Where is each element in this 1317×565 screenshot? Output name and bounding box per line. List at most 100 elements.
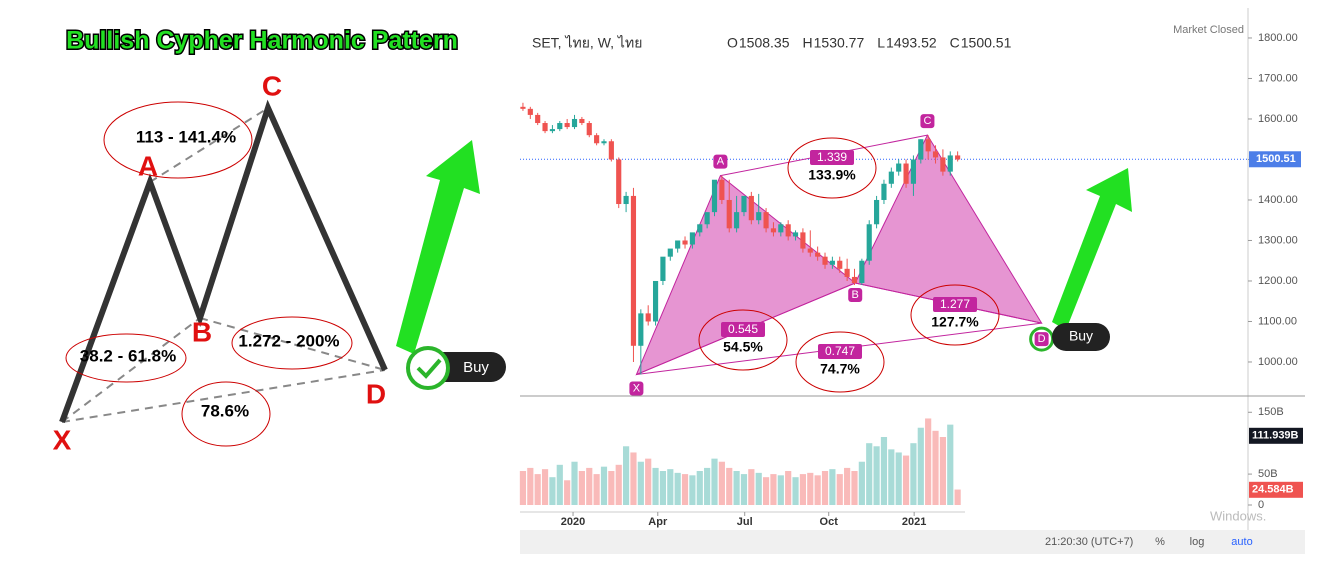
ohlc-label: L [877, 35, 885, 51]
volume-bar [844, 467, 851, 505]
candle-body [800, 232, 806, 249]
volume-bar [578, 471, 585, 505]
candle-body [586, 123, 592, 136]
candle-body [888, 171, 894, 184]
candle-body [601, 141, 607, 144]
ratio-value: 1.339 [817, 150, 847, 164]
arrow [1052, 168, 1132, 330]
x-tick-label: 2020 [561, 516, 585, 528]
point-label: X [633, 382, 641, 394]
volume-bar [910, 443, 917, 505]
volume-bar [858, 461, 865, 505]
footer-button[interactable]: % [1155, 536, 1165, 548]
volume-bar [615, 464, 622, 505]
candle-body [792, 232, 799, 237]
ohlc-label: O [727, 35, 738, 51]
volume-bar [534, 474, 541, 505]
point-label: D [366, 378, 386, 409]
volume-bar [622, 446, 630, 505]
x-tick-label: Oct [820, 516, 839, 528]
volume-bar [762, 477, 770, 505]
point-badge [920, 114, 935, 129]
ratio-percent: 54.5% [723, 339, 763, 355]
candle-body [910, 159, 917, 184]
candle-body [527, 108, 533, 115]
candle-body [851, 276, 858, 284]
volume-bar [733, 471, 740, 505]
buy-button[interactable]: Buy [406, 346, 506, 390]
volume-bar [519, 471, 527, 505]
point-badge [629, 381, 644, 396]
ratio-value: 1.277 [940, 297, 970, 311]
volume-bar [667, 469, 674, 505]
volume-bar [851, 471, 858, 505]
point-label: A [717, 156, 725, 168]
candle-body [815, 252, 821, 257]
candle-body [932, 151, 939, 158]
volume-bar [541, 469, 549, 505]
footer-button[interactable]: auto [1231, 536, 1252, 548]
ratio-ellipse [910, 284, 1000, 346]
market-status: Market Closed [1173, 24, 1244, 36]
volume-bar [681, 474, 689, 505]
ellipses [65, 101, 353, 447]
footer-button[interactable]: log [1190, 536, 1205, 548]
volume-bar [895, 452, 902, 505]
y-tick-label: 1700.00 [1258, 72, 1298, 84]
volume-bar [799, 474, 807, 505]
diagram: Bullish Cypher Harmonic Pattern X A B C … [53, 25, 506, 455]
volume-bar [836, 474, 843, 505]
candle-body [675, 240, 681, 249]
candle-body [667, 248, 673, 257]
candle-body [542, 123, 548, 132]
volume-bar [689, 475, 696, 505]
volume-badge-label: 24.584B [1252, 484, 1294, 496]
candle-body [623, 195, 629, 205]
ratio-badge [721, 322, 765, 337]
x-tick-label: Jul [737, 516, 753, 528]
volume-bar [696, 471, 703, 505]
candle-body [704, 212, 710, 225]
candle-body [571, 118, 578, 128]
volume-bar [947, 424, 954, 505]
candle-body [630, 195, 637, 346]
button-label: Buy [1069, 328, 1093, 344]
candle-body [652, 280, 659, 322]
ohlc-value: 1530.77 [814, 35, 865, 51]
y-tick-label: 1300.00 [1258, 234, 1298, 246]
point-label: B [852, 289, 859, 301]
y-tick-label: 1800.00 [1258, 32, 1298, 44]
candle-body [594, 135, 600, 144]
candle-body [711, 179, 718, 213]
candle-body [734, 212, 740, 229]
y-tick-label: 1000.00 [1258, 356, 1298, 368]
point-badge [848, 288, 863, 303]
candle-body [689, 232, 695, 245]
volume-bar [814, 475, 821, 505]
volume-bar [593, 474, 600, 505]
ratio-label: 78.6% [201, 401, 249, 420]
candle-body [807, 248, 813, 253]
point-label: C [923, 115, 931, 127]
candle-body [947, 155, 953, 172]
volume-bar [821, 471, 829, 505]
candle-body [660, 256, 666, 281]
volume-bar [674, 472, 681, 505]
volume-badge [1249, 427, 1303, 444]
volume-bar [704, 467, 711, 505]
volume-bar [711, 458, 718, 505]
volume-badge-label: 111.939B [1252, 430, 1299, 442]
volume-bar [659, 471, 667, 505]
candle-body [579, 118, 585, 124]
candle-body [896, 163, 902, 172]
ratio-percent: 74.7% [820, 361, 860, 377]
point-badge [1034, 332, 1049, 347]
ratio-ellipse [698, 309, 788, 371]
candle-body [564, 123, 570, 128]
ratio-badge [818, 344, 862, 359]
candle-body [719, 179, 725, 200]
candle-body [837, 260, 843, 269]
volume-bar [777, 475, 784, 505]
buy-button[interactable]: Buy [1052, 323, 1110, 351]
